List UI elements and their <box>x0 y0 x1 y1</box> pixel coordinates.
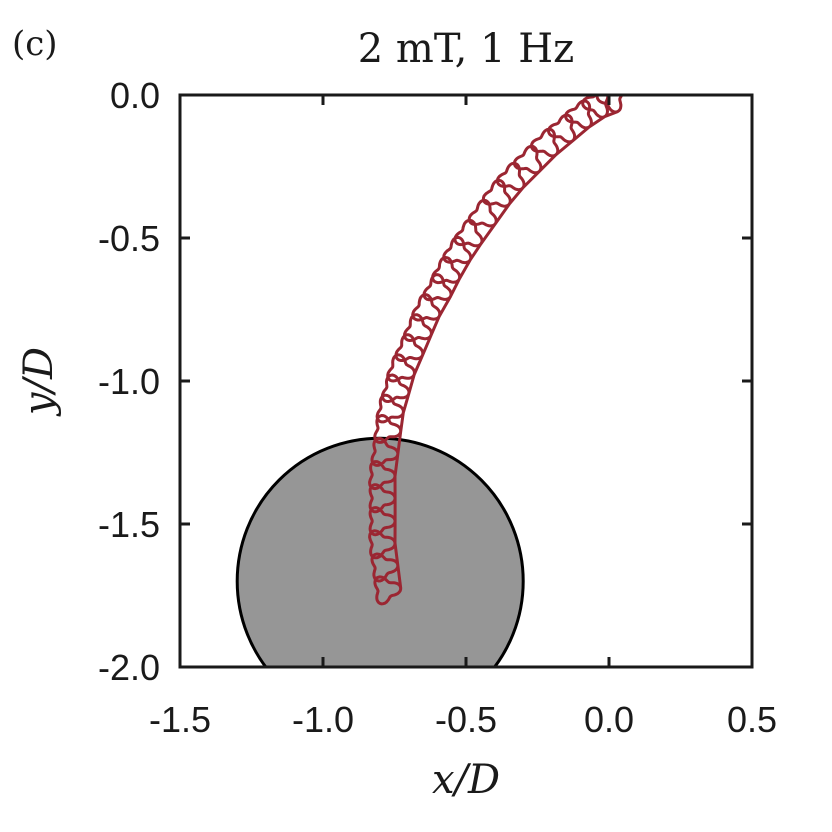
x-tick-label-0: -1.5 <box>149 699 211 740</box>
x-axis-label: x/D <box>432 757 500 803</box>
x-tick-label-1: -1.0 <box>292 699 354 740</box>
x-tick-labels: -1.5 -1.0 -0.5 0.0 0.5 <box>149 699 777 740</box>
y-tick-label-3: -1.5 <box>98 504 160 545</box>
y-tick-label-2: -1.0 <box>98 361 160 402</box>
y-tick-label-1: -0.5 <box>98 218 160 259</box>
y-tick-label-4: -2.0 <box>98 647 160 688</box>
x-tick-label-4: 0.5 <box>727 699 777 740</box>
x-tick-label-3: 0.0 <box>584 699 634 740</box>
axis-ticks <box>178 93 754 669</box>
panel-label: (c) <box>12 24 58 64</box>
y-axis-label: y/D <box>16 347 62 417</box>
x-tick-label-2: -0.5 <box>435 699 497 740</box>
chart-title: 2 mT, 1 Hz <box>358 26 574 72</box>
trajectory-line-0 <box>368 95 624 606</box>
y-tick-labels: 0.0 -0.5 -1.0 -1.5 -2.0 <box>98 75 160 688</box>
y-tick-label-0: 0.0 <box>110 75 160 116</box>
trajectory-series <box>368 95 624 606</box>
